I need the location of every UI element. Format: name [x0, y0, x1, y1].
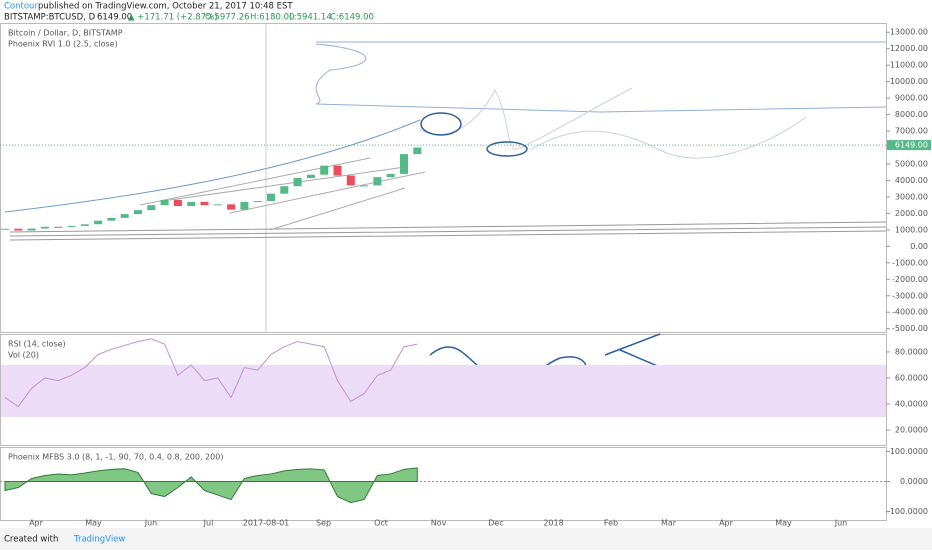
candle	[293, 178, 302, 187]
y-tick-label: -4000.00	[892, 308, 928, 317]
candle	[267, 193, 275, 202]
y-tick-label: 40.0000	[895, 399, 928, 408]
footer-brand[interactable]: TradingView	[73, 535, 125, 545]
y-tick-label: 13000.00	[890, 28, 928, 37]
time-label: Feb	[604, 519, 618, 528]
y-tick-label: 4000.00	[895, 176, 928, 185]
last-price-box	[887, 140, 931, 151]
last-price-label: 6149.00	[895, 141, 928, 150]
candle	[14, 228, 23, 231]
time-label: May	[85, 519, 102, 528]
candle	[94, 220, 103, 225]
time-label: Jul	[203, 519, 214, 528]
time-label: Jun	[834, 519, 848, 528]
mfbs-area	[4, 467, 418, 504]
pane-title: RSI (14, close)	[8, 340, 66, 349]
pane-subtitle: Phoenix RVI 1.0 (2.5, close)	[8, 40, 118, 49]
y-tick-label: -2000.00	[892, 275, 928, 284]
pane-title: Bitcoin / Dollar, D, BITSTAMP	[8, 29, 123, 38]
y-tick-label: 3000.00	[895, 192, 928, 201]
y-tick-label: 80.0000	[895, 347, 928, 356]
candle	[134, 210, 142, 215]
candle	[306, 174, 315, 178]
y-tick-label: -100.0000	[887, 507, 928, 516]
candle	[213, 204, 222, 206]
candle	[160, 199, 169, 206]
candle	[333, 165, 342, 176]
last: 6149.00	[97, 13, 132, 23]
candle	[173, 199, 182, 206]
published: published on TradingView.com, October 21…	[38, 2, 293, 12]
y-tick-label: 0.00	[910, 242, 928, 251]
candle	[360, 185, 369, 187]
y-tick-label: 10000.00	[890, 77, 928, 86]
candle	[413, 147, 422, 155]
open: O:5977.26	[205, 13, 250, 23]
time-label: Oct	[374, 519, 388, 528]
candle	[40, 226, 49, 229]
pane-subtitle: Vol (20)	[8, 351, 39, 360]
candle	[147, 205, 156, 211]
time-label: Dec	[488, 519, 503, 528]
y-tick-label: 1000.00	[895, 225, 928, 234]
footer-created: Created with	[4, 535, 58, 545]
y-tick-label: 7000.00	[895, 127, 928, 136]
rsi-line	[4, 338, 418, 408]
y-tick-label: 2000.00	[895, 209, 928, 218]
y-tick-label: -3000.00	[892, 291, 928, 300]
candle	[346, 175, 355, 186]
candle	[400, 154, 408, 174]
candle	[120, 214, 129, 218]
candle	[1, 228, 9, 230]
author[interactable]: Contour	[4, 2, 38, 12]
candle	[80, 224, 89, 226]
time-label: Apr	[719, 519, 734, 528]
low: L:5941.14	[289, 13, 332, 23]
time-label: Mar	[661, 519, 677, 528]
candle	[253, 201, 262, 203]
close: C:6149.00	[330, 13, 374, 23]
y-tick-label: -5000.00	[892, 324, 928, 333]
high: H:6180.00	[250, 13, 294, 23]
y-tick-label: 100.0000	[890, 447, 928, 456]
candle	[227, 204, 236, 210]
candle	[67, 225, 76, 227]
candle	[386, 173, 395, 178]
candle	[187, 201, 196, 206]
candle	[107, 217, 116, 221]
time-label: Jun	[144, 519, 158, 528]
time-label: 2018	[543, 519, 563, 528]
y-tick-label: 0.0000	[900, 477, 928, 486]
candle	[54, 226, 63, 228]
y-tick-label: 8000.00	[895, 110, 928, 119]
candle	[320, 165, 329, 175]
rsi-band	[1, 364, 886, 418]
footer-bar	[0, 528, 932, 550]
time-label: May	[775, 519, 792, 528]
time-label: Nov	[431, 519, 447, 528]
time-label: Apr	[29, 519, 44, 528]
y-tick-label: 12000.00	[890, 44, 928, 53]
y-tick-label: 9000.00	[895, 94, 928, 103]
time-label: Sep	[316, 519, 331, 528]
candle	[240, 201, 249, 210]
frames	[0, 23, 887, 521]
candle	[373, 177, 382, 186]
candle	[27, 228, 36, 231]
pane-title: Phoenix MFBS 3.0 (8, 1, -1, 90, 70, 0.4,…	[8, 453, 223, 462]
y-tick-label: 5000.00	[895, 160, 928, 169]
change: ▲ +171.71 (+2.87%)	[128, 13, 218, 23]
y-tick-label: 60.0000	[895, 373, 928, 382]
time-label: 2017-08-01	[243, 519, 290, 528]
candle	[280, 186, 289, 194]
candle	[200, 201, 209, 206]
symbol: BITSTAMP:BTCUSD, D	[4, 13, 96, 23]
y-tick-label: -1000.00	[892, 258, 928, 267]
y-tick-label: 20.0000	[895, 426, 928, 435]
y-tick-label: 11000.00	[890, 61, 928, 70]
